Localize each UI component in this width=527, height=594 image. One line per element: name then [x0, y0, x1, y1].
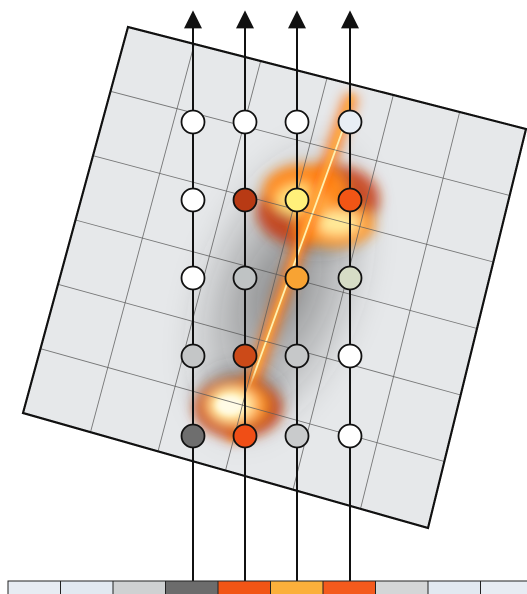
- output-strip: [7, 580, 527, 594]
- sample-point: [232, 109, 258, 135]
- sample-point: [180, 187, 206, 213]
- output-strip-cell: [270, 580, 324, 594]
- sample-point: [337, 109, 363, 135]
- image-panel-border: [21, 25, 527, 530]
- output-strip-cell: [375, 580, 429, 594]
- lower-lobe: [194, 378, 282, 438]
- output-strip-cell: [427, 580, 481, 594]
- output-strip-cell: [7, 580, 61, 594]
- output-strip-cell: [480, 580, 527, 594]
- sample-point: [232, 423, 258, 449]
- sample-point: [337, 423, 363, 449]
- panel-grid: [40, 43, 510, 509]
- ray-samples: [180, 109, 363, 449]
- sample-point: [180, 109, 206, 135]
- output-strip-cell: [112, 580, 166, 594]
- output-strip-cell: [165, 580, 219, 594]
- sample-point: [180, 265, 206, 291]
- sample-point: [284, 187, 310, 213]
- sample-point: [337, 187, 363, 213]
- sample-point: [284, 343, 310, 369]
- sample-point: [337, 343, 363, 369]
- grid-line-horizontal: [40, 348, 445, 462]
- sample-point: [284, 423, 310, 449]
- output-strip-cell: [217, 580, 271, 594]
- sample-point: [284, 265, 310, 291]
- sample-point: [232, 187, 258, 213]
- output-strip-cell: [322, 580, 376, 594]
- rays: [184, 10, 359, 582]
- sample-point: [337, 265, 363, 291]
- output-strip-cell: [60, 580, 114, 594]
- sample-point: [232, 343, 258, 369]
- sample-point: [284, 109, 310, 135]
- sample-point: [232, 265, 258, 291]
- sample-point: [180, 343, 206, 369]
- sample-point: [180, 423, 206, 449]
